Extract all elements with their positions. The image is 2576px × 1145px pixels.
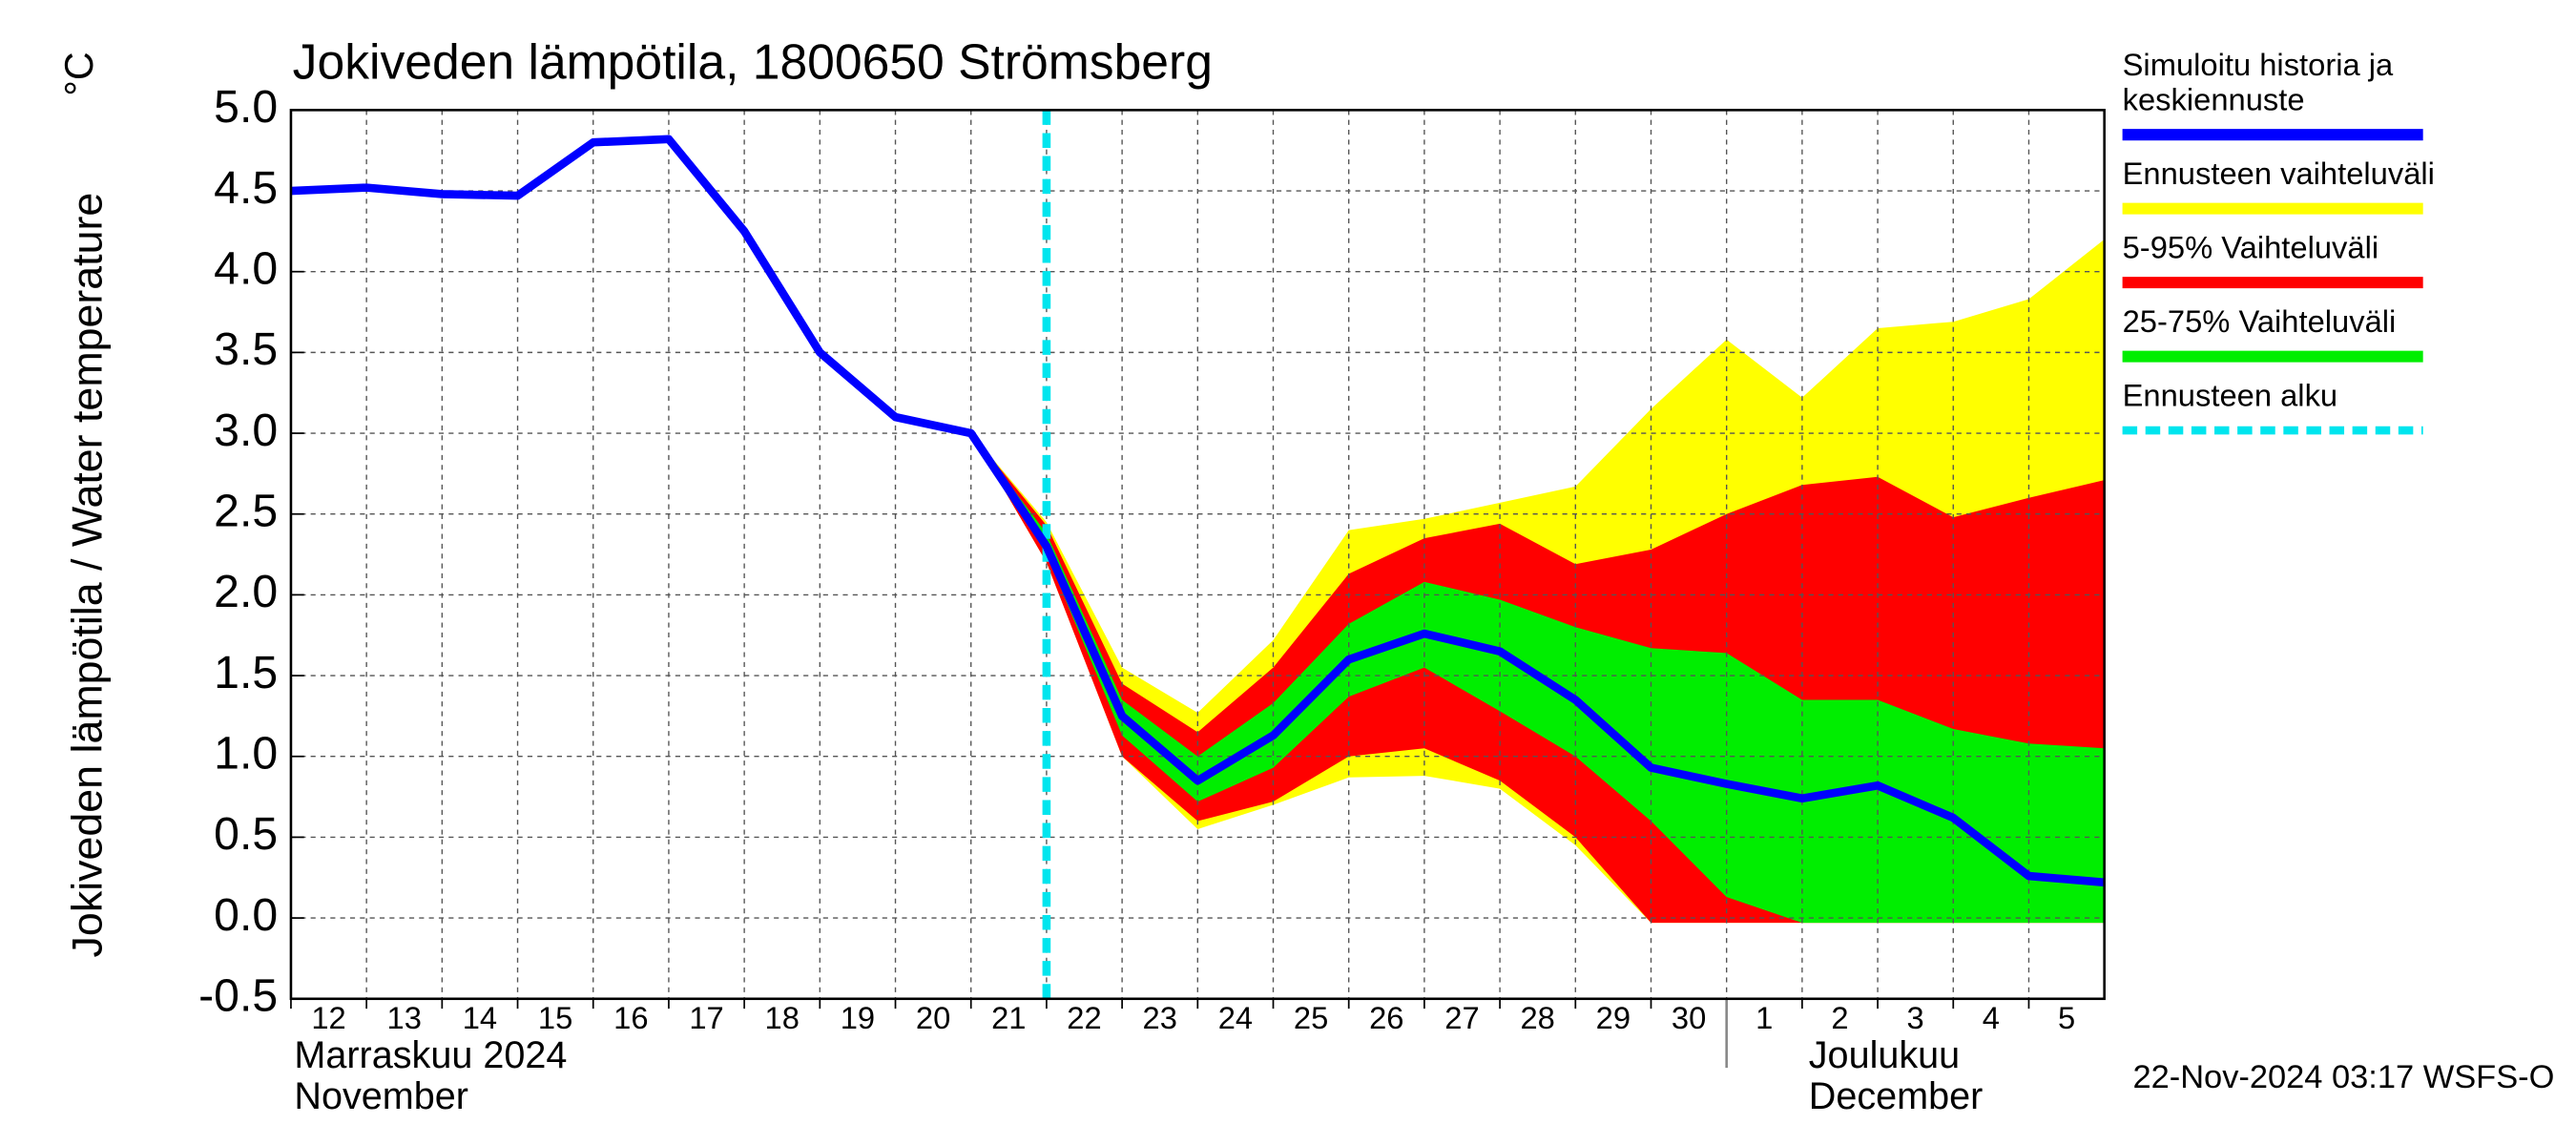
legend-label-box: Ennusteen vaihteluväli	[2122, 157, 2435, 193]
x-tick-label: 20	[916, 1000, 950, 1035]
plot-frame	[289, 109, 2106, 1001]
x-tick-label: 22	[1067, 1000, 1101, 1035]
x-tick-label: 2	[1831, 1000, 1848, 1035]
chart-title: Jokiveden lämpötila, 1800650 Strömsberg	[293, 34, 1213, 90]
y-tick-label: 1.0	[214, 727, 278, 779]
x-tick-label: 5	[2058, 1000, 2075, 1035]
x-tick-label: 21	[991, 1000, 1026, 1035]
footer: 22-Nov-2024 03:17 WSFS-O	[2132, 1059, 2554, 1095]
series-line	[290, 135, 2106, 887]
y-axis-label: Jokiveden lämpötila / Water temperature	[64, 193, 112, 958]
y-tick-label: 2.0	[214, 566, 278, 617]
y-unit: °C	[57, 52, 101, 95]
x-tick-label: 27	[1444, 1000, 1479, 1035]
y-tick-label: 1.5	[214, 647, 278, 698]
x-tick-label: 17	[689, 1000, 723, 1035]
x-tick-label: 23	[1143, 1000, 1177, 1035]
y-tick-label: 3.5	[214, 323, 278, 375]
x-tick-label: 14	[463, 1000, 497, 1035]
legend-label: Simuloitu historia ja keskiennuste	[2122, 49, 2394, 118]
x-tick-label: 26	[1369, 1000, 1403, 1035]
x-tick-label: 19	[841, 1000, 875, 1035]
month-label-en: December	[1809, 1075, 1984, 1117]
legend-label-box: 25-75% Vaihteluväli	[2122, 305, 2397, 341]
x-tick-label: 15	[538, 1000, 572, 1035]
x-tick-label: 13	[387, 1000, 422, 1035]
y-tick-label: -0.5	[198, 970, 278, 1022]
x-tick-label: 25	[1294, 1000, 1328, 1035]
x-tick-label: 4	[1983, 1000, 2000, 1035]
legend-label-box: Ennusteen alku	[2122, 379, 2338, 414]
x-tick-label: 29	[1596, 1000, 1631, 1035]
x-tick-label: 12	[311, 1000, 345, 1035]
x-tick-label: 24	[1218, 1000, 1253, 1035]
legend-label: 5-95% Vaihteluväli	[2122, 231, 2379, 266]
legend-label-box: 5-95% Vaihteluväli	[2122, 231, 2379, 266]
legend-label-box: Simuloitu historia ja keskiennuste	[2122, 49, 2394, 118]
x-tick-label: 18	[765, 1000, 800, 1035]
month-label-fi: Joulukuu	[1809, 1034, 1960, 1076]
y-tick-label: 0.0	[214, 889, 278, 941]
y-tick-label: 2.5	[214, 485, 278, 536]
x-tick-label: 3	[1907, 1000, 1924, 1035]
y-tick-label: 4.0	[214, 242, 278, 294]
x-tick-label: 1	[1755, 1000, 1773, 1035]
y-tick-label: 3.0	[214, 405, 278, 456]
legend-label: Ennusteen vaihteluväli	[2122, 157, 2435, 193]
legend-label: 25-75% Vaihteluväli	[2122, 305, 2397, 341]
x-tick-label: 30	[1672, 1000, 1706, 1035]
x-tick-label: 28	[1520, 1000, 1554, 1035]
y-tick-label: 0.5	[214, 808, 278, 860]
month-label-fi: Marraskuu 2024	[294, 1034, 567, 1076]
legend-label: Ennusteen alku	[2122, 379, 2338, 414]
y-tick-label: 5.0	[214, 81, 278, 133]
y-tick-label: 4.5	[214, 162, 278, 214]
month-label-en: November	[294, 1075, 468, 1117]
x-tick-label: 16	[613, 1000, 648, 1035]
